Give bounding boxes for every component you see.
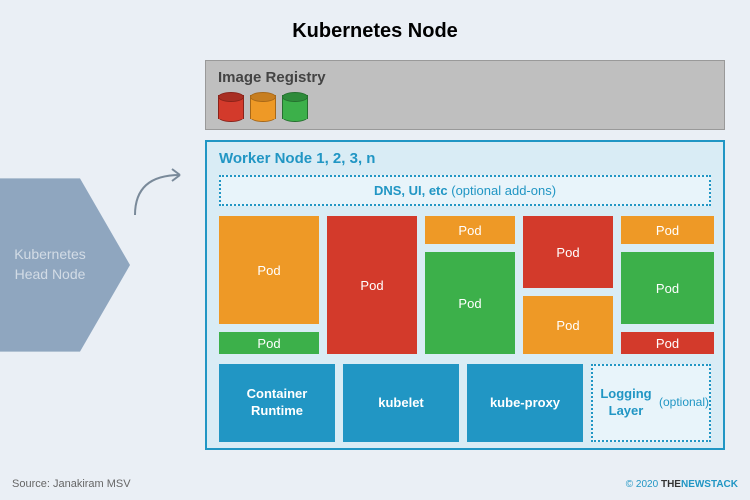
registry-image-icon xyxy=(282,92,308,122)
pod-block: Pod xyxy=(621,252,714,324)
service-block: Logging Layer(optional) xyxy=(591,364,711,442)
pods-area: PodPodPodPodPodPodPodPodPodPod xyxy=(219,216,711,354)
pod-block: Pod xyxy=(425,216,515,244)
copyright-text: © 2020 THENEWSTACK xyxy=(626,479,738,490)
addons-sub: (optional add-ons) xyxy=(451,183,556,198)
worker-title: Worker Node 1, 2, 3, n xyxy=(219,150,711,167)
diagram-canvas: Kubernetes Node KubernetesHead Node Imag… xyxy=(0,0,750,500)
pod-block: Pod xyxy=(523,296,613,354)
registry-image-icon xyxy=(218,92,244,122)
pod-block: Pod xyxy=(621,216,714,244)
pod-block: Pod xyxy=(219,216,319,324)
diagram-title: Kubernetes Node xyxy=(292,20,458,43)
pod-block: Pod xyxy=(327,216,417,354)
pod-block: Pod xyxy=(523,216,613,288)
addons-main: DNS, UI, etc xyxy=(374,183,448,198)
pod-block: Pod xyxy=(621,332,714,354)
arrow-icon xyxy=(130,160,200,220)
service-block: ContainerRuntime xyxy=(219,364,335,442)
image-registry-box: Image Registry xyxy=(205,60,725,130)
pod-block: Pod xyxy=(219,332,319,354)
copyright-brand2: NEWSTACK xyxy=(681,479,738,490)
worker-node-box: Worker Node 1, 2, 3, n DNS, UI, etc (opt… xyxy=(205,140,725,450)
copyright-year: © 2020 xyxy=(626,479,658,490)
service-block: kube-proxy xyxy=(467,364,583,442)
pod-block: Pod xyxy=(425,252,515,354)
services-row: ContainerRuntimekubeletkube-proxyLogging… xyxy=(219,364,711,442)
registry-image-icon xyxy=(250,92,276,122)
copyright-brand1: THE xyxy=(661,479,681,490)
head-node-hexagon: KubernetesHead Node xyxy=(0,165,130,365)
service-block: kubelet xyxy=(343,364,459,442)
registry-title: Image Registry xyxy=(218,69,712,86)
head-node-label: KubernetesHead Node xyxy=(14,245,86,284)
source-attribution: Source: Janakiram MSV xyxy=(12,478,131,490)
registry-images xyxy=(218,92,712,122)
addons-box: DNS, UI, etc (optional add-ons) xyxy=(219,175,711,206)
